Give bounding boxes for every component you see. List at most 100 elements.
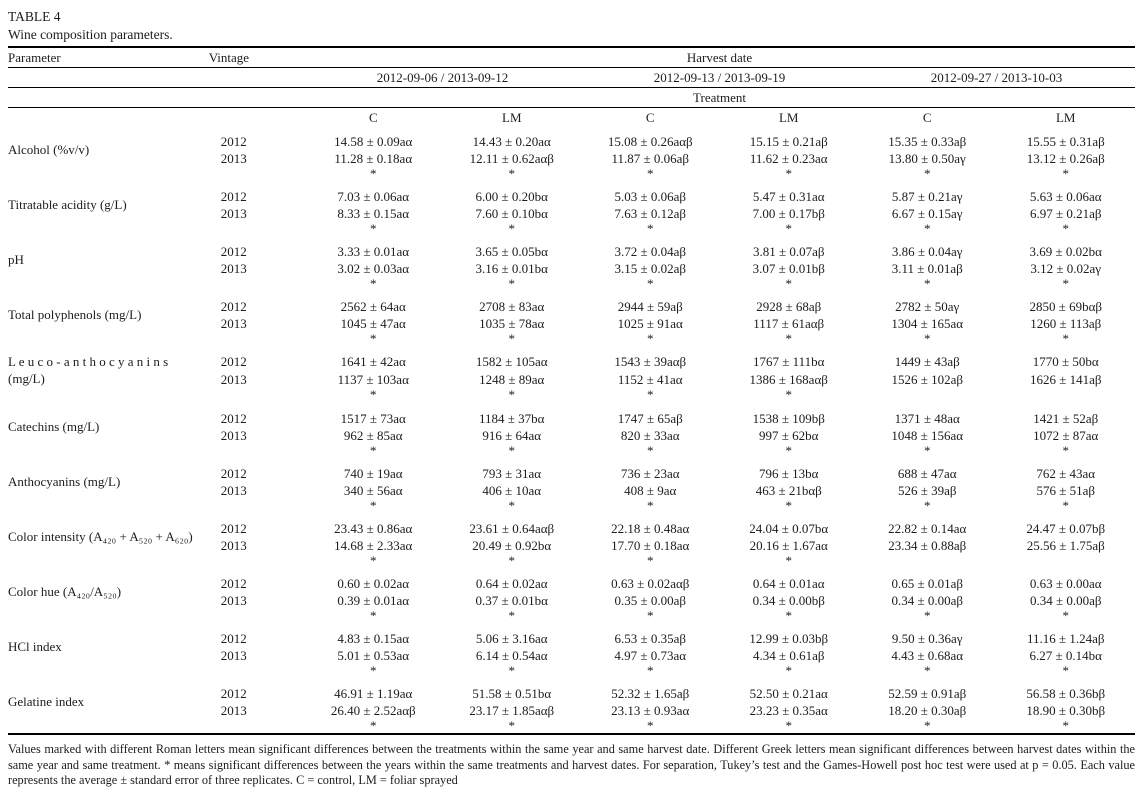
- significance-mark: *: [923, 331, 931, 346]
- table-row: L e u c o - a n t h o c y a n i n s (mg/…: [8, 346, 1135, 386]
- vintage-cell: 2013: [220, 483, 247, 498]
- significance-row: * * * *: [8, 388, 1135, 403]
- treatment-col-header: LM: [778, 110, 799, 125]
- significance-mark: *: [646, 221, 654, 236]
- significance-mark: *: [923, 718, 931, 733]
- value-cell: 14.68 ± 2.33aα: [334, 538, 413, 553]
- value-cell: 52.59 ± 0.91aβ: [888, 686, 967, 701]
- significance-mark: *: [785, 331, 792, 346]
- vintage-cell: 2012: [220, 466, 247, 481]
- table-row: Titratable acidity (g/L) 2012 7.03 ± 0.06a…: [8, 181, 1135, 212]
- vintage-cell: 2012: [220, 134, 247, 149]
- significance-mark: *: [923, 443, 931, 458]
- value-cell: 7.60 ± 0.10bα: [475, 206, 548, 221]
- value-cell: 2562 ± 64aα: [340, 299, 406, 314]
- table-row: Color intensity (A₄₂₀ + A₅₂₀ + A₆₂₀) 2012…: [8, 513, 1135, 544]
- table-row: 2013 1045 ± 47aα 1035 ± 78aα 1025 ± 91aα 111…: [8, 315, 1135, 332]
- parameter-label: pH: [8, 251, 24, 267]
- vintage-spacer: [209, 167, 304, 181]
- value-cell: 5.87 ± 0.21aγ: [891, 189, 963, 204]
- value-cell: 23.43 ± 0.86aα: [334, 521, 413, 536]
- value-cell: 2782 ± 50aγ: [895, 299, 960, 314]
- value-cell: 3.16 ± 0.01bα: [475, 261, 548, 276]
- significance-mark: *: [1062, 221, 1069, 236]
- significance-mark: *: [923, 498, 931, 513]
- value-cell: 2944 ± 59aβ: [617, 299, 683, 314]
- value-cell: 1137 ± 103aα: [337, 371, 409, 387]
- value-cell: 17.70 ± 0.18aα: [611, 538, 690, 553]
- significance-mark: *: [785, 498, 792, 513]
- table-row: 2013 340 ± 56aα 406 ± 10aα 408 ± 9aα 463 ± 2…: [8, 482, 1135, 499]
- significance-mark: *: [508, 443, 516, 458]
- value-cell: 0.34 ± 0.00bβ: [752, 593, 825, 608]
- significance-row: * * * * * *: [8, 664, 1135, 678]
- value-cell: 0.64 ± 0.02aα: [475, 576, 548, 591]
- value-cell: 688 ± 47aα: [897, 466, 957, 481]
- significance-mark: *: [370, 387, 377, 403]
- parameter-label: Catechins (mg/L): [8, 418, 100, 434]
- table-row: Gelatine index 2012 46.91 ± 1.19aα 51.58 ± …: [8, 678, 1135, 709]
- value-cell: 7.03 ± 0.06aα: [337, 189, 410, 204]
- table-row: 2013 11.28 ± 0.18aα 12.11 ± 0.62aαβ 11.87 ±…: [8, 150, 1135, 167]
- value-cell: 11.87 ± 0.06aβ: [611, 151, 690, 166]
- value-cell: 8.33 ± 0.15aα: [337, 206, 410, 221]
- value-cell: 3.02 ± 0.03aα: [337, 261, 410, 276]
- value-cell: 24.04 ± 0.07bα: [749, 521, 829, 536]
- vintage-spacer: [209, 719, 304, 734]
- value-cell: 7.00 ± 0.17bβ: [752, 206, 825, 221]
- col-header-treatment: Treatment: [304, 87, 1135, 108]
- value-cell: 1517 ± 73aα: [340, 411, 406, 426]
- significance-mark: *: [508, 663, 516, 678]
- value-cell: 1386 ± 168aαβ: [749, 371, 828, 387]
- significance-mark: *: [646, 276, 654, 291]
- significance-mark: *: [508, 221, 516, 236]
- value-cell: 1371 ± 48aα: [894, 411, 960, 426]
- value-cell: 26.40 ± 2.52aαβ: [330, 703, 416, 718]
- value-cell: 23.61 ± 0.64aαβ: [469, 521, 555, 536]
- value-cell: 23.23 ± 0.35aα: [749, 703, 828, 718]
- value-cell: 526 ± 39aβ: [897, 483, 957, 498]
- value-cell: 1117 ± 61aαβ: [753, 316, 825, 331]
- value-cell: 0.63 ± 0.00aα: [1029, 576, 1102, 591]
- vintage-spacer: [209, 388, 304, 403]
- value-cell: 576 ± 51aβ: [1036, 483, 1095, 498]
- value-cell: 3.33 ± 0.01aα: [337, 244, 410, 259]
- value-cell: 0.34 ± 0.00aβ: [891, 593, 963, 608]
- value-cell: 1582 ± 105aα: [475, 354, 548, 369]
- value-cell: 5.03 ± 0.06aβ: [614, 189, 686, 204]
- vintage-cell: 2013: [220, 151, 247, 166]
- value-cell: 23.34 ± 0.88aβ: [888, 538, 967, 553]
- value-cell: 24.47 ± 0.07bβ: [1026, 521, 1106, 536]
- table-row: 2013 5.01 ± 0.53aα 6.14 ± 0.54aα 4.97 ± 0.7…: [8, 647, 1135, 664]
- vintage-cell: 2012: [220, 521, 247, 536]
- value-cell: 3.81 ± 0.07aβ: [752, 244, 825, 259]
- parameter-block: HCl index 2012 4.83 ± 0.15aα 5.06 ± 3.16aα 6…: [8, 623, 1135, 678]
- header-spacer: [8, 67, 305, 88]
- value-cell: 1767 ± 111bα: [752, 354, 825, 369]
- value-cell: 463 ± 21bαβ: [755, 483, 822, 498]
- value-cell: 997 ± 62bα: [759, 428, 819, 443]
- value-cell: 20.49 ± 0.92bα: [472, 538, 552, 553]
- significance-mark: *: [785, 276, 792, 291]
- value-cell: 56.58 ± 0.36bβ: [1026, 686, 1106, 701]
- value-cell: 1641 ± 42aα: [340, 354, 406, 369]
- value-cell: 6.67 ± 0.15aγ: [891, 206, 963, 221]
- vintage-spacer: [209, 444, 304, 458]
- treatment-col-header: LM: [1055, 110, 1076, 125]
- table-row: 2013 8.33 ± 0.15aα 7.60 ± 0.10bα 7.63 ± 0.1…: [8, 205, 1135, 222]
- value-cell: 18.90 ± 0.30bβ: [1026, 703, 1106, 718]
- value-cell: 3.69 ± 0.02bα: [1029, 244, 1102, 259]
- significance-mark: *: [370, 276, 377, 291]
- value-cell: 5.01 ± 0.53aα: [337, 648, 410, 663]
- significance-mark: *: [508, 276, 516, 291]
- value-cell: 3.86 ± 0.04aγ: [891, 244, 963, 259]
- value-cell: 820 ± 33aα: [620, 428, 680, 443]
- value-cell: 1538 ± 109bβ: [752, 411, 825, 426]
- value-cell: 46.91 ± 1.19aα: [334, 686, 413, 701]
- value-cell: 5.06 ± 3.16aα: [475, 631, 548, 646]
- table-subtitle: Wine composition parameters.: [8, 27, 173, 42]
- table-row: Total polyphenols (mg/L) 2012 2562 ± 64aα 2…: [8, 291, 1135, 322]
- value-cell: 1770 ± 50bα: [1032, 354, 1099, 369]
- significance-mark: *: [370, 498, 377, 513]
- significance-mark: *: [508, 387, 516, 403]
